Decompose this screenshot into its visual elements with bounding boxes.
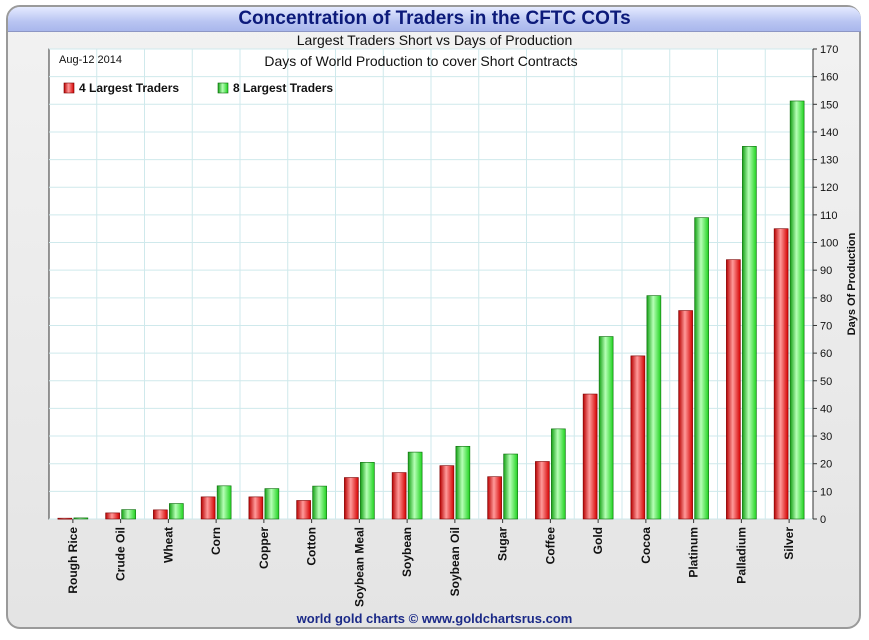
y-tick-label: 70	[820, 320, 832, 332]
bar-8-largest	[360, 462, 375, 520]
bar-8-largest	[789, 100, 805, 520]
bar-4-largest	[105, 512, 120, 520]
x-tick-label: Coffee	[543, 527, 557, 565]
bar-4-largest	[773, 228, 789, 520]
x-tick-label: Rough Rice	[66, 527, 80, 594]
bar-8-largest	[312, 485, 327, 520]
x-tick-label: Cotton	[305, 527, 319, 566]
bar-4-largest	[153, 509, 168, 520]
bar-8-largest	[503, 453, 518, 520]
x-tick-label: Soybean	[400, 527, 414, 577]
y-tick-label: 120	[820, 182, 838, 194]
bar-4-largest	[439, 465, 455, 520]
x-tick-label: Soybean Meal	[352, 527, 366, 607]
x-tick-label: Platinum	[687, 527, 701, 578]
y-tick-label: 90	[820, 265, 832, 277]
gridlines	[49, 48, 813, 520]
y-tick-label: 50	[820, 376, 832, 388]
y-tick-label: 160	[820, 72, 838, 84]
y-tick-label: 170	[820, 44, 838, 56]
bars	[57, 100, 805, 520]
legend: 4 Largest Traders 8 Largest Traders	[63, 81, 333, 95]
bar-8-largest	[455, 445, 471, 520]
bar-8-largest	[742, 146, 757, 520]
legend-item-8-largest: 8 Largest Traders	[233, 81, 333, 95]
bar-4-largest	[726, 259, 741, 520]
bar-8-largest	[646, 295, 662, 520]
bar-8-largest	[551, 428, 566, 520]
y-tick-label: 100	[820, 238, 838, 250]
bar-8-largest	[407, 451, 423, 520]
y-tick-label: 140	[820, 127, 838, 139]
y-tick-label: 110	[820, 210, 838, 222]
y-tick-label: 20	[820, 459, 832, 471]
x-tick-label: Crude Oil	[114, 527, 128, 581]
bar-4-largest	[57, 517, 73, 520]
y-axis: 0 10 20 30 40 50 60 70 80 90 100 110 120 130 140 150 160…	[812, 44, 838, 526]
y-tick-label: 40	[820, 403, 832, 415]
bar-4-largest	[630, 355, 646, 520]
legend-swatch	[217, 82, 229, 94]
bar-4-largest	[487, 476, 502, 520]
x-axis: Rough Rice Crude Oil Wheat Corn Copper Cotton…	[66, 519, 796, 607]
bar-8-largest	[73, 517, 89, 520]
chart-title: Concentration of Traders in the CFTC COT…	[238, 8, 631, 29]
bar-4-largest	[391, 472, 407, 520]
x-tick-label: Gold	[591, 527, 605, 554]
y-axis-label: Days Of Production	[846, 232, 858, 335]
x-tick-label: Cocoa	[639, 527, 653, 564]
y-tick-label: 0	[820, 514, 826, 526]
x-tick-label: Sugar	[496, 527, 510, 561]
y-tick-label: 80	[820, 293, 832, 305]
y-tick-label: 150	[820, 99, 838, 111]
x-tick-label: Corn	[209, 527, 223, 555]
chart-subtitle: Largest Traders Short vs Days of Product…	[296, 32, 573, 48]
title-bar	[8, 7, 861, 32]
bar-4-largest	[535, 461, 550, 520]
bar-8-largest	[169, 503, 184, 520]
bar-8-largest	[598, 336, 614, 520]
bar-4-largest	[678, 310, 693, 520]
x-tick-label: Soybean Oil	[448, 527, 462, 596]
y-tick-label: 30	[820, 431, 832, 443]
date-label: Aug-12 2014	[59, 54, 122, 66]
x-tick-label: Copper	[257, 527, 271, 569]
x-tick-label: Silver	[782, 527, 796, 560]
y-tick-label: 10	[820, 486, 832, 498]
bar-4-largest	[200, 496, 216, 520]
legend-item-4-largest: 4 Largest Traders	[79, 81, 179, 95]
bar-4-largest	[248, 496, 264, 520]
y-tick-label: 60	[820, 348, 832, 360]
legend-swatch	[63, 82, 75, 94]
x-tick-label: Wheat	[161, 527, 175, 563]
bar-4-largest	[296, 500, 311, 520]
bar-4-largest	[582, 393, 598, 520]
bar-8-largest	[121, 509, 136, 520]
bar-8-largest	[216, 485, 232, 520]
bar-8-largest	[694, 217, 709, 520]
x-tick-label: Palladium	[734, 527, 748, 584]
bar-4-largest	[344, 477, 359, 520]
bar-8-largest	[264, 488, 280, 520]
footer-credit: world gold charts © www.goldchartsrus.co…	[296, 611, 573, 626]
y-tick-label: 130	[820, 155, 838, 167]
plot-title: Days of World Production to cover Short …	[264, 53, 577, 69]
